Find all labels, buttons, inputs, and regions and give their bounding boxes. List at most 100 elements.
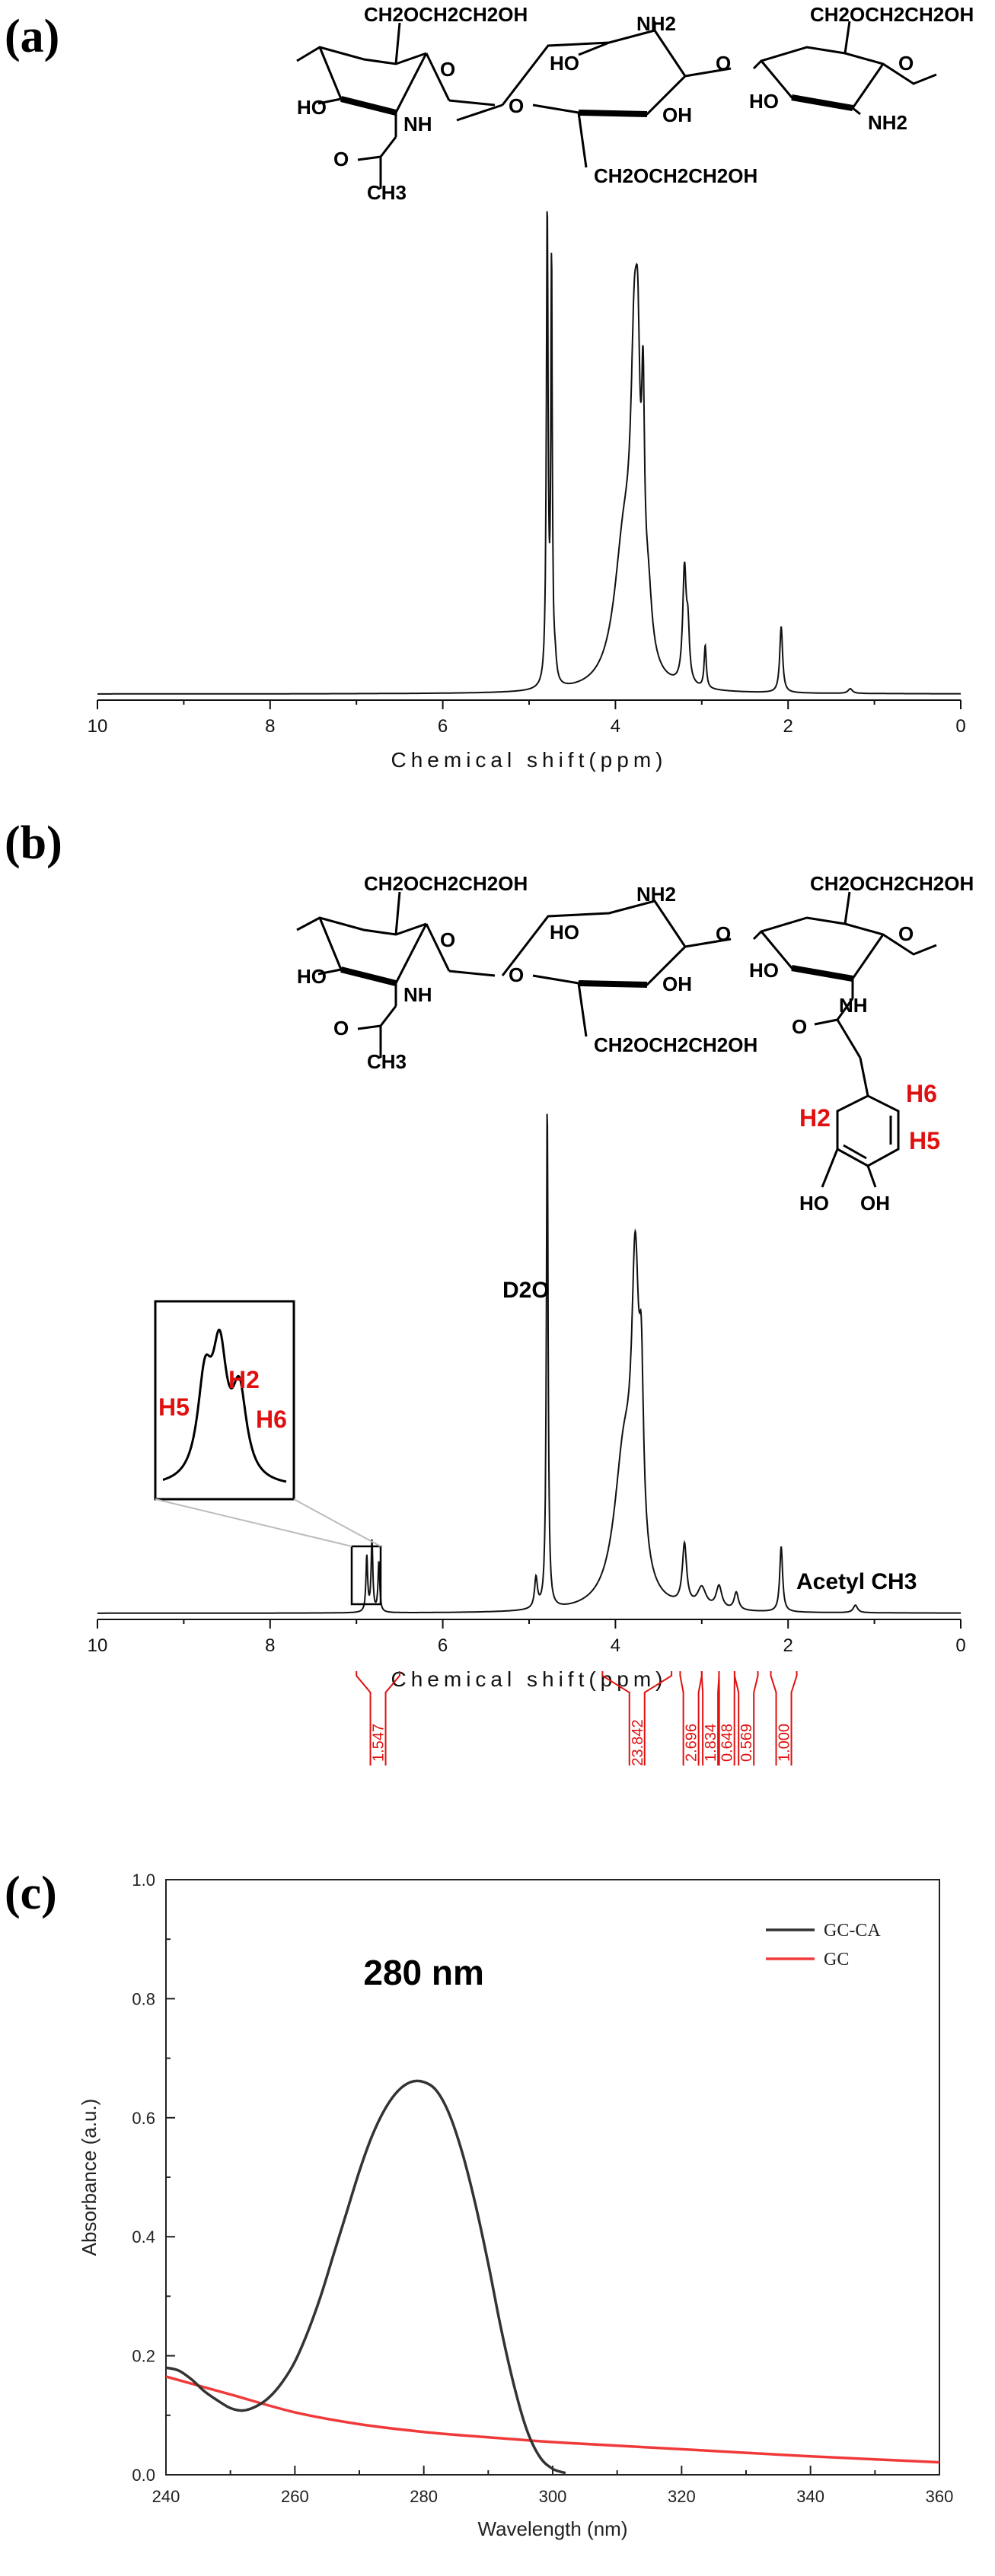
struct-a-ring-o-3: O [898, 52, 914, 75]
struct-a-glyco-o-1: O [509, 94, 524, 117]
nmr-a-tick-label: 0 [955, 716, 965, 737]
struct-a-hydroxyl-3: HO [749, 90, 779, 113]
integration-bracket [770, 1671, 798, 1766]
struct-a-amine-2: NH2 [868, 111, 907, 134]
struct-b-ring-o-2: O [716, 922, 731, 945]
nmr-b-x-axis-title: Chemical shift(ppm) [391, 1667, 668, 1691]
inset-trace [162, 1328, 287, 1483]
integration-value: 0.569 [738, 1724, 755, 1762]
struct-b-catechol-oh-2: OH [860, 1192, 890, 1215]
structure-a-labels: CH2OCH2CH2OH O HO NH O CH3 O HO NH2 O OH… [297, 3, 974, 204]
uv-x-tick-label: 240 [152, 2487, 180, 2506]
integration-bracket [356, 1671, 400, 1766]
struct-a-substituent-2: CH2OCH2CH2OH [594, 164, 757, 187]
struct-b-carbonyl-o-2: O [792, 1015, 807, 1038]
acetyl-ch3-label: Acetyl CH3 [796, 1569, 917, 1594]
structure-a [296, 21, 937, 189]
struct-a-ring-o-1: O [440, 58, 455, 81]
structure-b-labels: CH2OCH2CH2OH O HO NH O CH3 O HO NH2 O OH… [297, 872, 974, 1215]
struct-a-carbonyl-o: O [333, 148, 349, 170]
nmr-b-tick-label: 10 [88, 1635, 108, 1656]
uv-series-gc [165, 2375, 940, 2464]
integration-bracket [601, 1671, 673, 1766]
struct-a-hydroxyl-2: HO [550, 52, 579, 75]
uv-x-tick-label: 300 [539, 2487, 567, 2506]
h6-label-inset: H6 [256, 1406, 287, 1433]
uv-y-tick-label: 0.2 [132, 2347, 155, 2366]
nmr-b-tick-label: 0 [955, 1635, 965, 1656]
uv-x-tick-label: 320 [668, 2487, 696, 2506]
struct-b-methyl: CH3 [367, 1050, 407, 1073]
structure-b [296, 891, 937, 1188]
integration-marks: 1.547 23.842 2.696 1.834 0.648 0.569 1.000 [356, 1671, 798, 1766]
uv-x-axis-title: Wavelength (nm) [478, 2517, 628, 2540]
zoom-leader-1 [155, 1498, 352, 1547]
struct-b-substituent-1: CH2OCH2CH2OH [364, 872, 528, 895]
struct-b-ring-o-3: O [898, 922, 914, 945]
struct-a-substituent-3: CH2OCH2CH2OH [810, 3, 974, 26]
uv-legend-label: GC-CA [824, 1921, 881, 1941]
nmr-b-tick-label: 8 [265, 1635, 275, 1656]
nmr-spectrum-b: 10 8 6 4 2 0 Chemical shift(ppm) [88, 1113, 966, 1691]
integration-value: 1.000 [777, 1724, 793, 1762]
struct-b-hydroxyl-3: HO [749, 959, 779, 982]
panel-label-a: (a) [5, 11, 59, 62]
struct-b-hydroxyl-r: OH [662, 973, 692, 995]
struct-b-glyco-o-1: O [509, 963, 524, 986]
d2o-text: D2O [502, 1278, 550, 1303]
nmr-b-tick-label: 2 [783, 1635, 793, 1656]
struct-b-hydroxyl-1: HO [297, 965, 327, 988]
h5-label-inset: H5 [158, 1393, 190, 1421]
uv-x-tick-label: 340 [796, 2487, 824, 2506]
uv-y-axis-title: Absorbance (a.u.) [78, 2099, 100, 2256]
h5-label-structure: H5 [909, 1127, 940, 1154]
struct-b-amide-2: NH [839, 994, 868, 1017]
panel-label-c: (c) [5, 1868, 57, 1919]
nmr-a-tick-label: 2 [783, 716, 793, 737]
struct-b-amide-1: NH [403, 983, 432, 1006]
inset-frame [154, 1300, 295, 1501]
uv-y-tick-label: 1.0 [132, 1871, 155, 1890]
integration-value: 23.842 [630, 1719, 646, 1766]
integration-bracket [733, 1671, 759, 1766]
h2-label-structure: H2 [799, 1104, 831, 1132]
uv-x-tick-label: 360 [926, 2487, 954, 2506]
nmr-spectrum-a: 10 8 6 4 2 0 Chemical shift(ppm) [88, 211, 966, 772]
struct-a-amine-1: NH2 [636, 12, 676, 35]
struct-b-catechol-oh-1: HO [799, 1192, 829, 1215]
nmr-b-trace [97, 1113, 961, 1614]
struct-a-amide: NH [403, 113, 432, 135]
integration-value: 2.696 [684, 1724, 700, 1762]
nmr-a-x-axis-title: Chemical shift(ppm) [391, 748, 668, 772]
struct-b-substituent-2: CH2OCH2CH2OH [594, 1033, 757, 1056]
h2-label-inset: H2 [228, 1366, 260, 1393]
struct-b-amine: NH2 [636, 883, 676, 906]
uv-y-tick-label: 0.6 [132, 2109, 155, 2128]
aromatic-inset: H2 H5 H6 [154, 1300, 382, 1606]
nmr-a-tick-label: 6 [438, 716, 448, 737]
uv-peak-annotation: 280 nm [363, 1953, 484, 1992]
integration-value: 1.547 [371, 1724, 387, 1762]
struct-a-hydroxyl-r: OH [662, 103, 692, 126]
struct-a-substituent-1: CH2OCH2CH2OH [364, 3, 528, 26]
struct-b-hydroxyl-2: HO [550, 921, 579, 944]
integration-value: 0.648 [719, 1724, 736, 1762]
nmr-a-tick-label: 4 [611, 716, 620, 737]
struct-b-ring-o-1: O [440, 928, 455, 951]
struct-a-ring-o-2: O [716, 52, 731, 75]
uv-y-tick-label: 0.0 [132, 2466, 155, 2485]
nmr-b-tick-label: 6 [438, 1635, 448, 1656]
uv-series-gc-ca [165, 2079, 566, 2475]
nmr-a-tick-label: 10 [88, 716, 108, 737]
d2o-label: D2O [502, 1278, 550, 1303]
zoom-leader-2 [293, 1498, 381, 1547]
nmr-a-tick-label: 8 [265, 716, 275, 737]
zoom-box [350, 1545, 382, 1606]
struct-b-carbonyl-o-1: O [333, 1017, 349, 1040]
uv-legend-label: GC [824, 1950, 849, 1969]
struct-a-methyl: CH3 [367, 181, 407, 204]
h6-label-structure: H6 [906, 1080, 937, 1107]
nmr-b-tick-label: 4 [611, 1635, 620, 1656]
uv-y-tick-label: 0.8 [132, 1989, 155, 2008]
